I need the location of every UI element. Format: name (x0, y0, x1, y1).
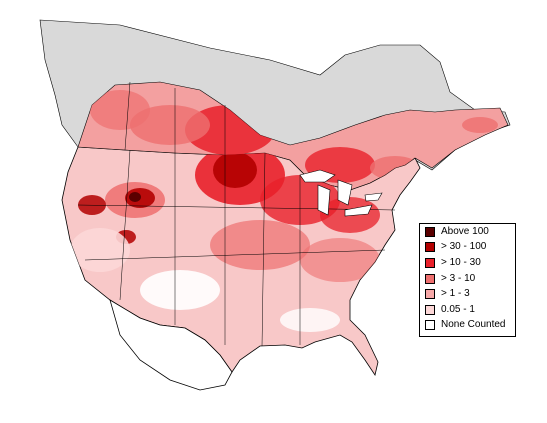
legend-swatch (425, 289, 435, 300)
state-province-borders (77, 81, 396, 347)
legend-item: > 3 - 10 (420, 271, 515, 287)
legend-label: 0.05 - 1 (441, 303, 475, 315)
legend-item: > 1 - 3 (420, 286, 515, 302)
legend-item: Above 100 (420, 224, 515, 240)
legend-swatch (425, 242, 435, 253)
great-lakes (299, 169, 383, 217)
legend: Above 100 > 30 - 100 > 10 - 30 > 3 - 10 > 1 … (419, 223, 516, 337)
legend-swatch (425, 273, 435, 284)
legend-swatch (425, 226, 435, 237)
legend-swatch (425, 304, 435, 315)
legend-label: > 10 - 30 (441, 256, 481, 268)
legend-item: > 30 - 100 (420, 240, 515, 256)
legend-swatch (425, 257, 435, 268)
legend-label: > 30 - 100 (441, 241, 487, 253)
legend-label: Above 100 (441, 225, 489, 237)
legend-item: > 10 - 30 (420, 255, 515, 271)
region-mexico (109, 299, 233, 391)
legend-item: 0.05 - 1 (420, 302, 515, 318)
legend-item: None Counted (420, 318, 515, 334)
legend-swatch (425, 320, 435, 331)
legend-label: > 3 - 10 (441, 272, 476, 284)
legend-label: None Counted (441, 319, 506, 331)
legend-label: > 1 - 3 (441, 288, 470, 300)
